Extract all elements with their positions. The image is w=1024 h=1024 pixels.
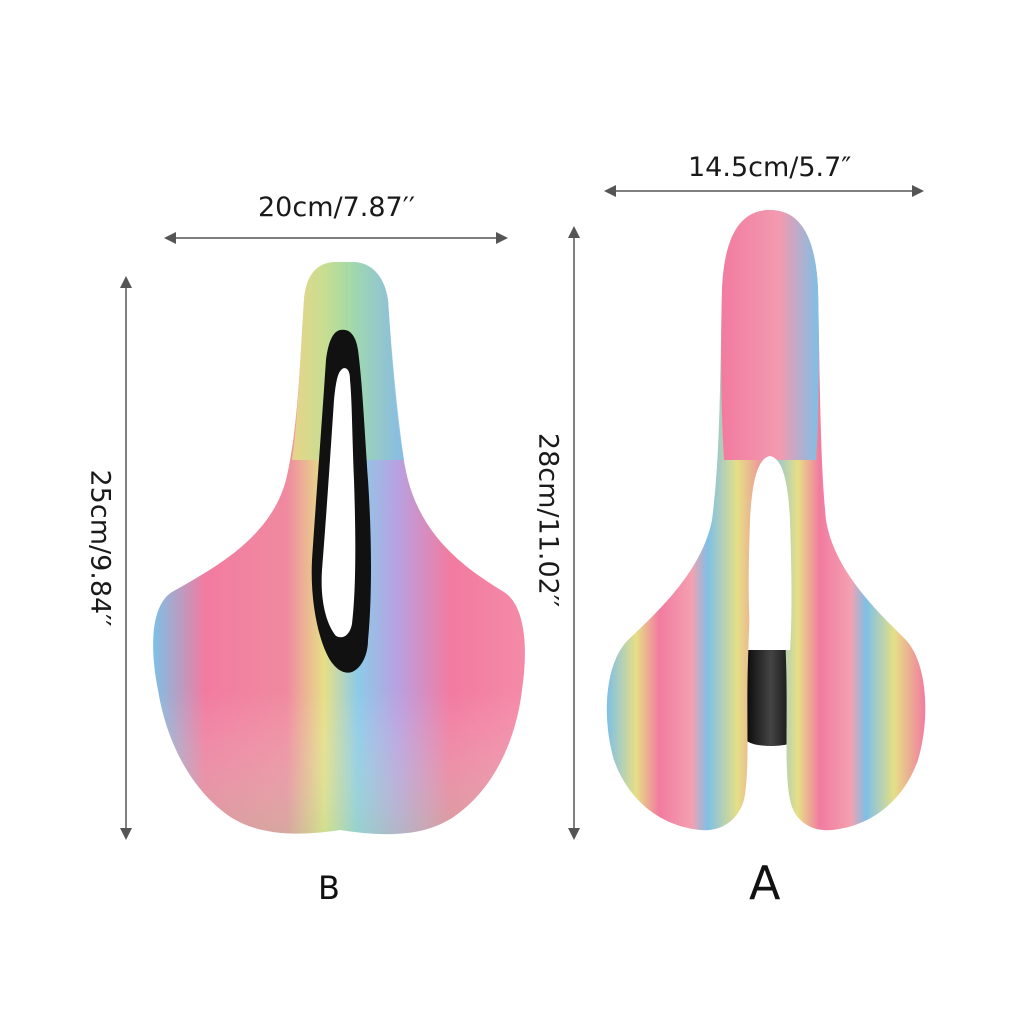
- b-height-dimension: 25cm/9.84′′: [84, 469, 116, 627]
- saddle-b-label: B: [318, 869, 340, 907]
- saddle-b: [153, 262, 525, 835]
- saddle-a-rail: [741, 650, 800, 746]
- a-height-dimension: 28cm/11.02′′: [532, 432, 564, 608]
- saddle-a-channel: [748, 456, 792, 650]
- saddle-a-label: A: [749, 856, 781, 910]
- saddle-a-nose: [721, 210, 819, 460]
- a-width-dimension: 14.5cm/5.7″: [688, 152, 852, 183]
- saddle-a: [606, 210, 926, 831]
- b-width-dimension: 20cm/7.87′′: [258, 192, 415, 223]
